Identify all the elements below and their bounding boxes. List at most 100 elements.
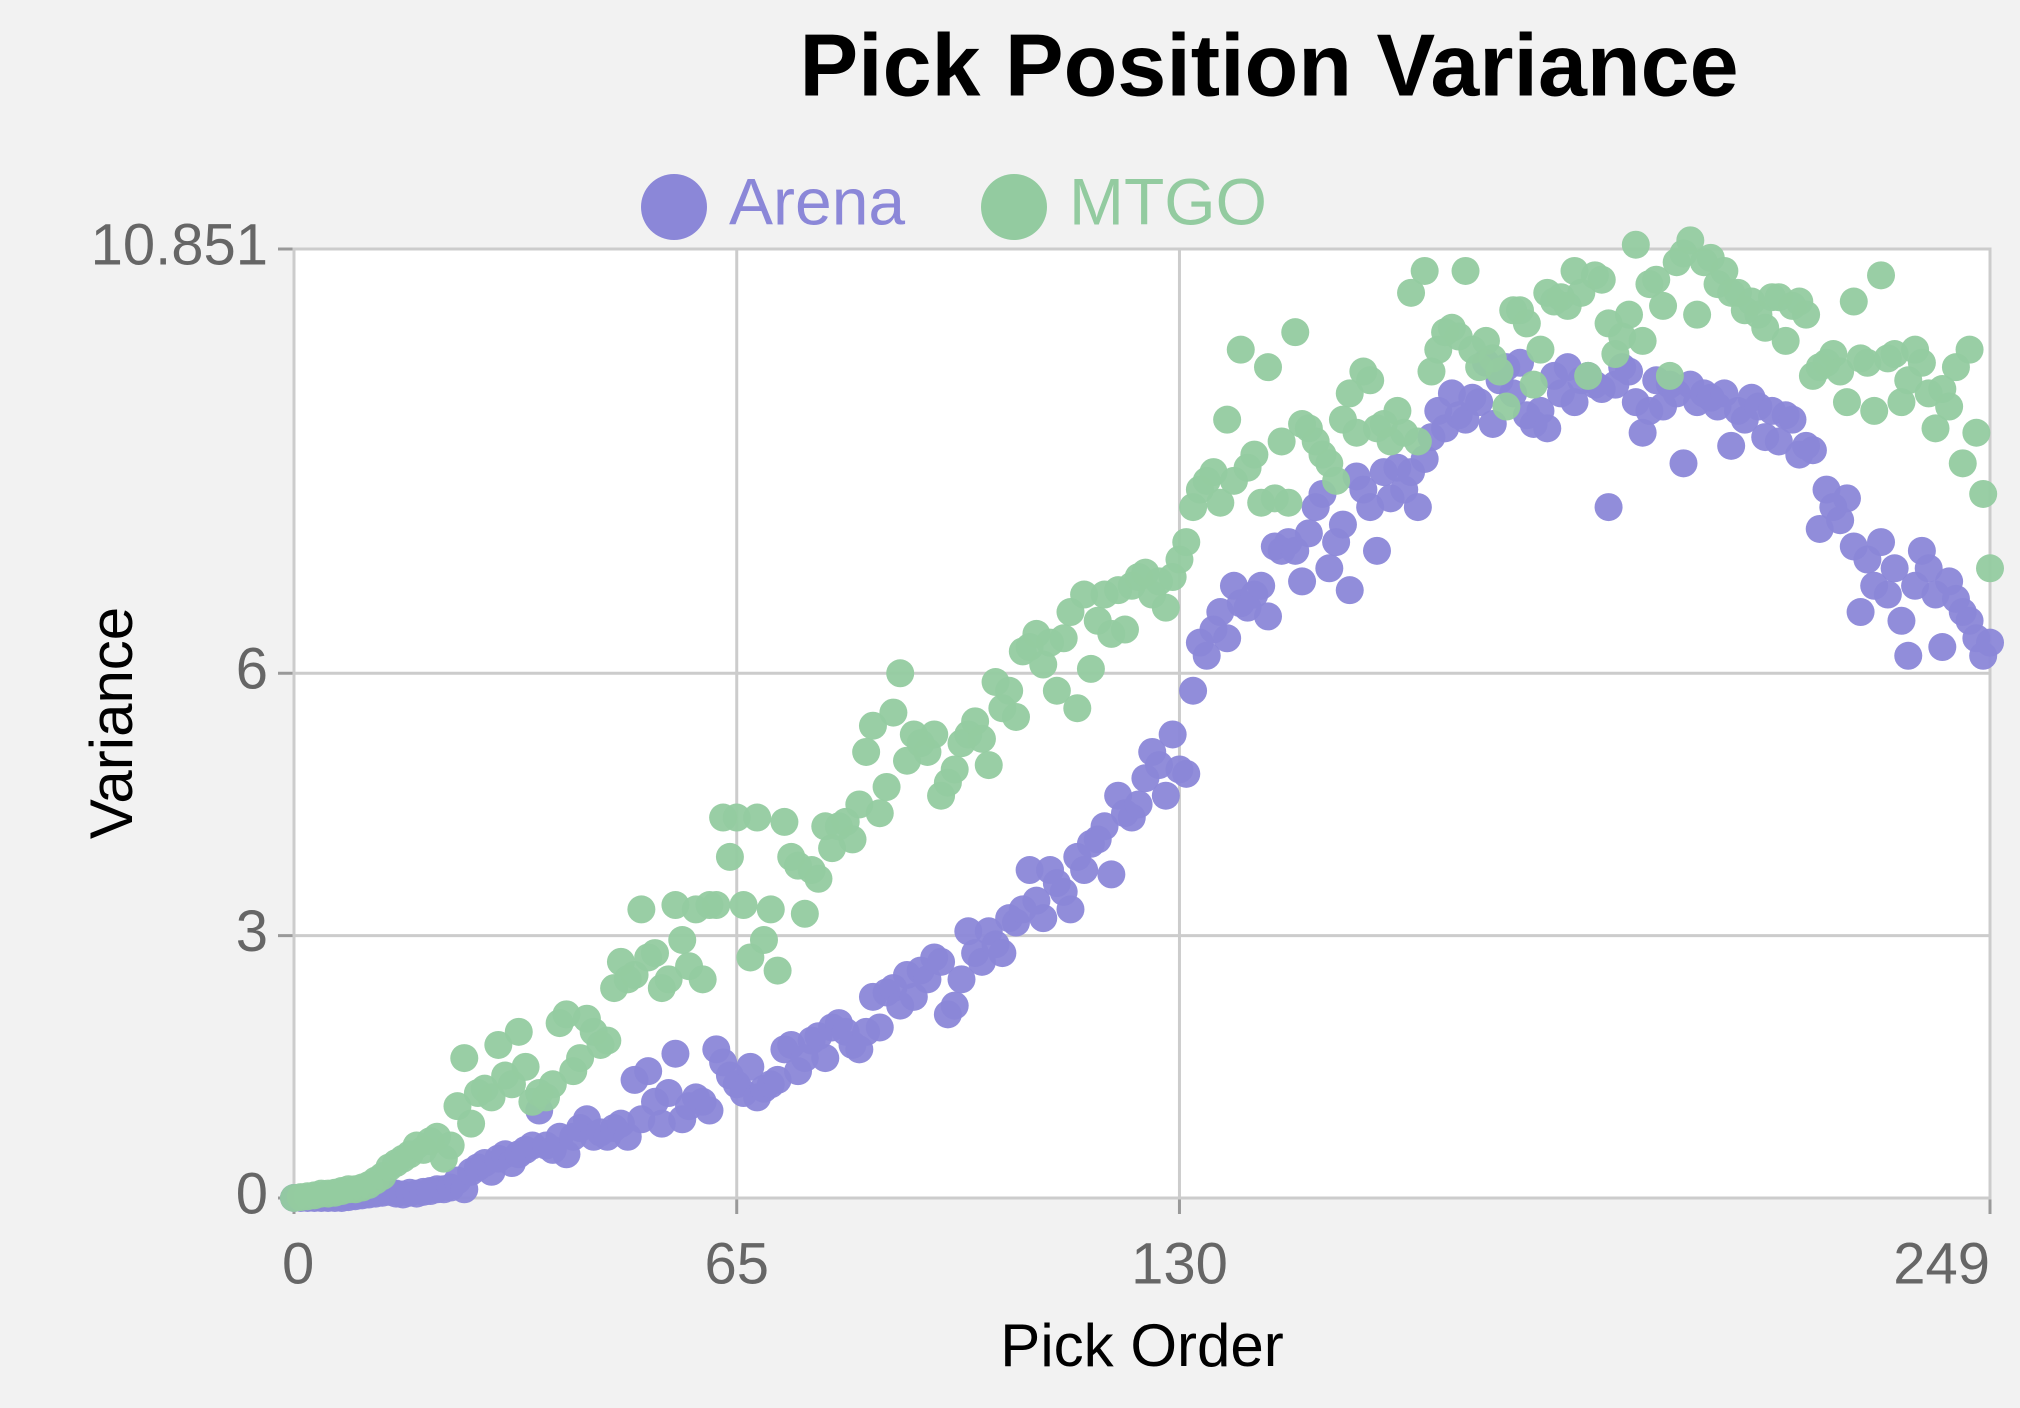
point [1110, 615, 1139, 644]
point [1240, 440, 1269, 469]
point [1151, 593, 1180, 622]
point [1281, 318, 1310, 347]
point [1935, 392, 1964, 421]
point [1063, 694, 1092, 723]
point [1526, 335, 1555, 364]
plot-border [292, 247, 1992, 1200]
point [566, 1044, 595, 1073]
point [702, 891, 731, 920]
point [511, 1052, 540, 1081]
point [1029, 650, 1058, 679]
point [967, 724, 996, 753]
point [1403, 427, 1432, 456]
point [1356, 366, 1385, 395]
point [1976, 628, 2004, 657]
point [1158, 720, 1187, 749]
point [484, 1030, 513, 1059]
point [804, 864, 833, 893]
point [940, 991, 969, 1020]
point [1574, 361, 1603, 390]
point [1451, 256, 1480, 285]
point [1621, 230, 1650, 259]
point [1070, 580, 1099, 609]
point [1192, 641, 1221, 670]
point [654, 1079, 683, 1108]
point [1015, 856, 1044, 885]
point [838, 825, 867, 854]
point [457, 1109, 486, 1138]
point [1969, 479, 1998, 508]
point [1846, 598, 1875, 627]
y-tick-label: 10.851 [91, 212, 268, 277]
point [1151, 781, 1180, 810]
point [1628, 418, 1657, 447]
point [1315, 554, 1344, 583]
point [1056, 895, 1085, 924]
legend-label: MTGO [1069, 164, 1267, 238]
point [858, 711, 887, 740]
point [1397, 278, 1426, 307]
point [1492, 392, 1521, 421]
x-tick-label: 130 [1131, 1231, 1228, 1296]
point [1533, 414, 1562, 443]
point [1976, 554, 2004, 583]
point [865, 799, 894, 828]
point [1867, 261, 1896, 290]
point [627, 895, 656, 924]
point [1179, 676, 1208, 705]
point [1771, 326, 1800, 355]
point [886, 659, 915, 688]
point [1001, 702, 1030, 731]
point [1560, 388, 1589, 417]
point [695, 1096, 724, 1125]
point [1362, 536, 1391, 565]
point [1642, 265, 1671, 294]
point [1090, 812, 1119, 841]
chart-title: Pick Position Variance [799, 15, 1738, 114]
point [1335, 576, 1364, 605]
point [811, 1044, 840, 1073]
point [1213, 624, 1242, 653]
point [1628, 326, 1657, 355]
x-tick-label: 65 [704, 1231, 769, 1296]
y-tick-label: 0 [236, 1161, 268, 1226]
points [280, 226, 2004, 1212]
point [1880, 554, 1909, 583]
point [1955, 335, 1984, 364]
point [954, 917, 983, 946]
point [995, 676, 1024, 705]
point [1826, 506, 1855, 535]
point [1826, 357, 1855, 386]
legend-label: Arena [729, 164, 905, 238]
legend-swatch [981, 174, 1047, 240]
point [1172, 528, 1201, 557]
point [504, 1017, 533, 1046]
point [729, 891, 758, 920]
point [1247, 571, 1276, 600]
point [1669, 449, 1698, 478]
point [1894, 641, 1923, 670]
point [1335, 379, 1364, 408]
point [947, 965, 976, 994]
point [715, 842, 744, 871]
point [1274, 488, 1303, 517]
point [852, 737, 881, 766]
point [743, 803, 772, 832]
point [1213, 405, 1242, 434]
legend: Arena MTGO [641, 164, 1267, 240]
point [1254, 602, 1283, 631]
point [1485, 357, 1514, 386]
point [1465, 388, 1494, 417]
point [1070, 856, 1099, 885]
point [1710, 256, 1739, 285]
point [722, 803, 751, 832]
point [1267, 427, 1296, 456]
point [1948, 449, 1977, 478]
point [865, 1013, 894, 1042]
point [1403, 493, 1432, 522]
point [1887, 606, 1916, 635]
point [1792, 300, 1821, 329]
point [436, 1131, 465, 1160]
point [1226, 335, 1255, 364]
